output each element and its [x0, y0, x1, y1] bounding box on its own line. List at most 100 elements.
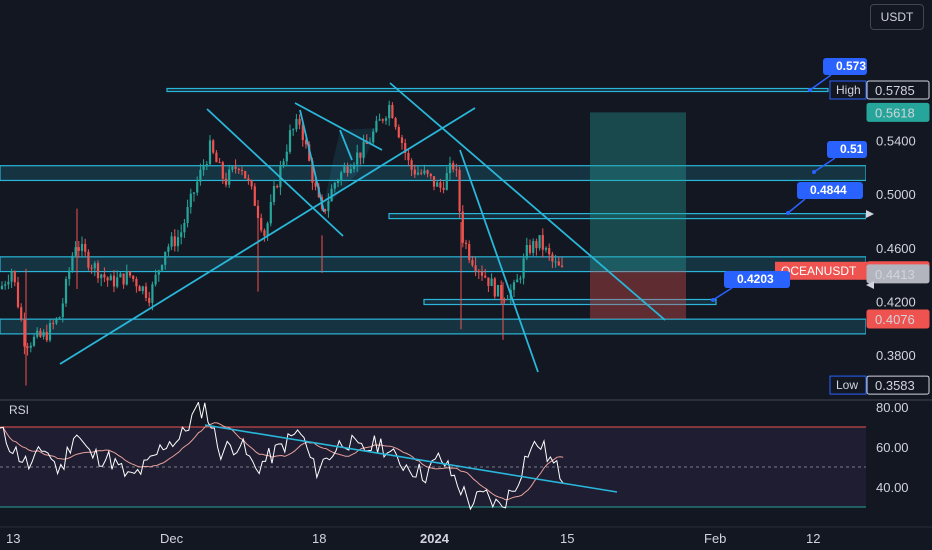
callout-04203[interactable]: [724, 271, 790, 288]
trendline-6[interactable]: [299, 109, 325, 213]
candle-body: [532, 241, 535, 253]
rsi-tick-label: 80.00: [876, 400, 909, 415]
candle-body: [352, 164, 356, 169]
price-tick-label: 0.4200: [876, 294, 916, 309]
candle-body: [237, 168, 240, 170]
low-price-prefix-text: Low: [836, 378, 858, 392]
candle-body: [160, 264, 164, 271]
callout-0514-pointer: [813, 157, 836, 173]
candle-body: [480, 271, 484, 276]
position-profit-zone[interactable]: [590, 112, 686, 271]
current-price-text: 0.4413: [875, 267, 915, 282]
level-04844[interactable]: [388, 212, 866, 220]
callout-0573-anchor: [808, 88, 812, 92]
rsi-axis[interactable]: 80.00 60.00 40.00: [876, 400, 909, 495]
candle-body: [199, 169, 202, 182]
trendline-3[interactable]: [294, 102, 383, 151]
candle-body: [541, 235, 544, 250]
candle-body: [84, 243, 87, 252]
candle-body: [452, 163, 455, 170]
candle-body: [535, 241, 538, 249]
candle-body: [196, 181, 199, 193]
candle-body: [474, 265, 477, 271]
low-price-prefix-tag: [829, 375, 867, 395]
candle-body: [439, 182, 442, 188]
candle-body: [410, 160, 413, 170]
candle-body: [295, 118, 298, 130]
trendline-4[interactable]: [389, 82, 666, 321]
candle-body: [96, 263, 100, 279]
time-axis[interactable]: 13 Dec 18 2024 15 Feb 12: [6, 531, 820, 546]
zone-lower[interactable]: [0, 318, 866, 335]
level-04203[interactable]: [423, 298, 717, 306]
candle-body: [506, 298, 509, 300]
candle-body: [141, 286, 144, 292]
candle-body: [458, 169, 461, 212]
callout-0573-pointer: [809, 74, 832, 91]
candle-body: [333, 182, 336, 189]
target-price-tag: [866, 102, 930, 122]
candle-body: [173, 236, 176, 247]
candle-body: [416, 172, 420, 175]
candle-body: [276, 186, 279, 188]
trendline-5[interactable]: [459, 149, 539, 373]
candle-body: [442, 187, 445, 190]
candle-body: [490, 278, 493, 287]
candle-body: [52, 323, 55, 325]
low-price-text: 0.3583: [875, 378, 915, 393]
candle-body: [544, 247, 548, 250]
callout-04844[interactable]: [797, 182, 863, 199]
candle-body: [468, 243, 471, 261]
candle-body: [426, 170, 429, 174]
candle-body: [176, 237, 180, 247]
callout-04844-anchor: [786, 211, 790, 215]
level-high[interactable]: [166, 87, 829, 93]
candle-body: [285, 151, 288, 162]
position-loss-zone[interactable]: [590, 270, 686, 320]
candle-body: [4, 284, 7, 286]
candle-body: [304, 140, 308, 145]
currency-unit-button[interactable]: USDT: [870, 4, 924, 30]
candle-body: [125, 271, 128, 285]
candle-body: [388, 104, 391, 119]
candle-body: [340, 172, 343, 181]
price-callouts[interactable]: 0.573 0.51 0.4844 0.4203: [711, 58, 867, 302]
candle-body: [346, 166, 349, 173]
candle-body: [301, 124, 304, 141]
candle-body: [90, 267, 93, 269]
candle-body: [314, 182, 317, 187]
candle-body: [7, 281, 10, 285]
zone-middle[interactable]: [0, 256, 866, 273]
candle-body: [151, 284, 154, 303]
price-arrow-icon: [866, 281, 874, 289]
trendlines[interactable]: [59, 82, 666, 373]
callout-04203-text: 0.4203: [737, 272, 774, 286]
candle-body: [397, 127, 400, 138]
candle-body: [455, 169, 458, 171]
candle-body: [215, 152, 218, 163]
high-price-prefix-tag: [829, 80, 867, 100]
price-axis[interactable]: 0.5400 0.5000 0.4600 0.4200 0.3800: [876, 134, 916, 363]
candle-body: [461, 211, 464, 243]
callout-0514-anchor: [812, 170, 816, 174]
long-position-tool[interactable]: [590, 112, 686, 320]
trendline-1[interactable]: [59, 107, 476, 365]
rsi-indicator-label[interactable]: RSI: [9, 403, 30, 417]
time-tick-label: 13: [6, 531, 20, 546]
candle-body: [349, 168, 352, 173]
callout-0514[interactable]: [827, 141, 867, 158]
main-pane[interactable]: [0, 82, 866, 386]
trendline-2[interactable]: [206, 108, 344, 237]
trendline-7[interactable]: [339, 129, 353, 161]
candle-body: [327, 201, 330, 212]
candle-body: [100, 274, 103, 279]
candle-body: [500, 285, 503, 300]
stop-price-text: 0.4076: [875, 312, 915, 327]
candle-body: [154, 274, 157, 285]
candle-body: [192, 192, 196, 194]
callout-0573[interactable]: [823, 58, 867, 75]
candle-body: [429, 173, 432, 177]
rsi-pane[interactable]: [0, 402, 866, 511]
rsi-trendline[interactable]: [204, 424, 618, 493]
